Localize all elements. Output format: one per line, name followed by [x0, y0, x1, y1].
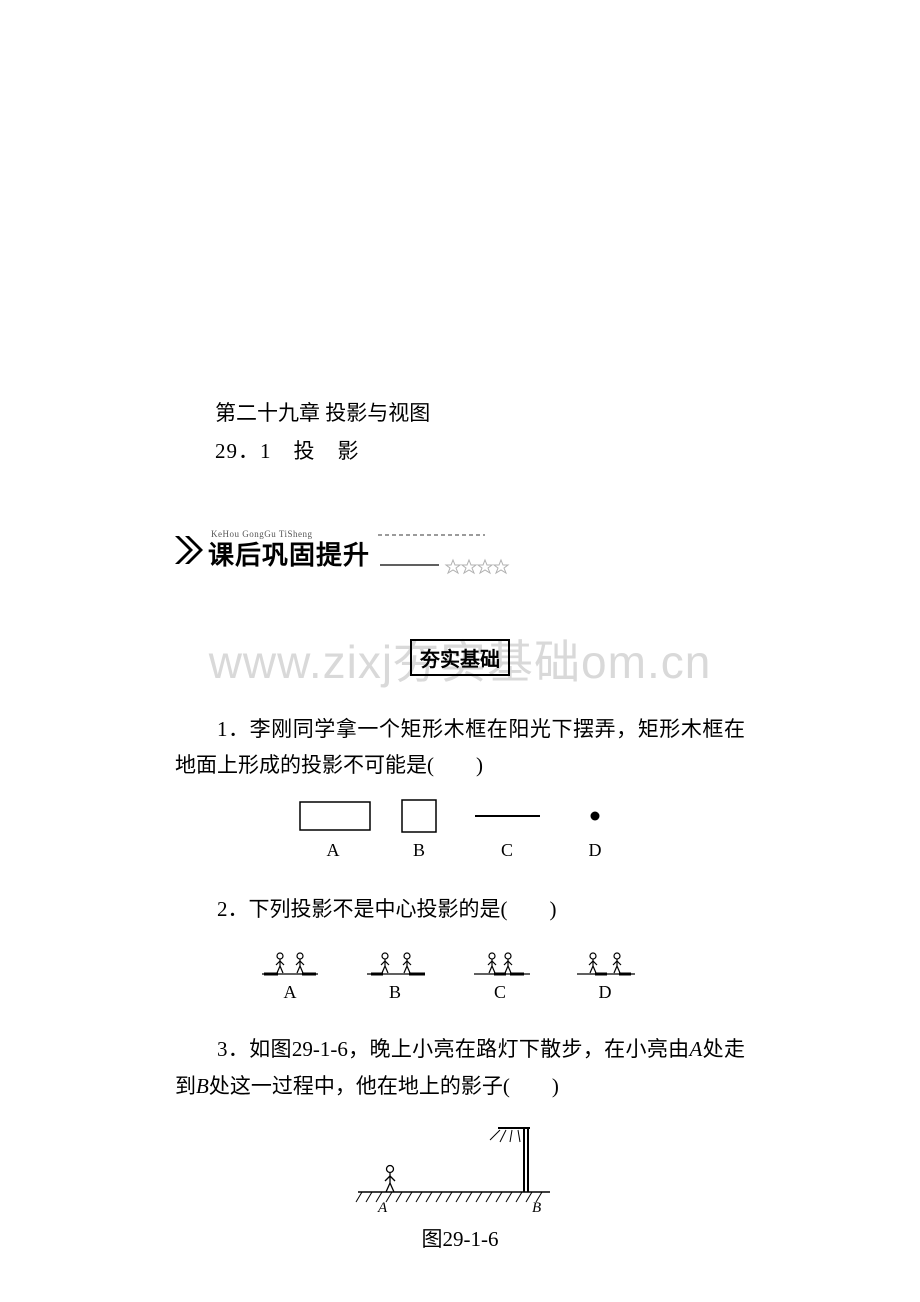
q3-fig-caption: 图29-1-6 — [175, 1223, 745, 1253]
banner-pinyin: KeHou GongGu TiSheng — [211, 529, 313, 539]
q1-label-B: B — [413, 840, 425, 860]
q3-fig-A: A — [377, 1200, 388, 1214]
q1-label-D: D — [589, 840, 602, 860]
question-2: 2．下列投影不是中心投影的是( ) — [175, 891, 745, 928]
question-1: 1．李刚同学拿一个矩形木框在阳光下摆弄，矩形木框在地面上形成的投影不可能是( ) — [175, 711, 745, 785]
chapter-title: 第二十九章 投影与视图 — [215, 395, 745, 433]
q3-A: A — [690, 1037, 703, 1061]
q1-optB-rect — [402, 800, 436, 832]
banner-main: 课后巩固提升 — [208, 541, 370, 570]
q2-optD — [577, 953, 635, 974]
basics-box: 夯实基础 — [410, 639, 510, 676]
q2-label-A: A — [284, 982, 297, 1002]
q3-fig-B: B — [532, 1200, 541, 1214]
q1-label-C: C — [501, 840, 513, 860]
q2-optA — [262, 953, 318, 974]
q2-label-D: D — [599, 982, 612, 1002]
q2-optC — [474, 953, 530, 974]
question-3: 3．如图29-1-6，晚上小亮在路灯下散步，在小亮由A处走到B处这一过程中，他在… — [175, 1031, 745, 1105]
q3-figure: A B — [175, 1114, 745, 1219]
q1-label-A: A — [327, 840, 340, 860]
q2-optB — [367, 953, 425, 974]
practice-banner: KeHou GongGu TiSheng 课后巩固提升 — [175, 521, 745, 579]
q2-figure: A B C D — [175, 938, 745, 1009]
q3-part1: 3．如图29-1-6，晚上小亮在路灯下散步，在小亮由 — [217, 1037, 690, 1061]
q3-B: B — [196, 1074, 209, 1098]
q3-part2: 处这一过程中，他在地上的影子( ) — [209, 1074, 559, 1098]
section-title: 29．1 投 影 — [215, 433, 745, 471]
q1-optA-rect — [300, 802, 370, 830]
star-icon — [446, 560, 508, 573]
q3-person-icon — [385, 1166, 395, 1193]
chevron-icon — [175, 536, 203, 564]
q1-optD-dot — [591, 812, 600, 821]
q2-label-C: C — [494, 982, 506, 1002]
q1-figure: A B C D — [175, 794, 745, 869]
q2-label-B: B — [389, 982, 401, 1002]
